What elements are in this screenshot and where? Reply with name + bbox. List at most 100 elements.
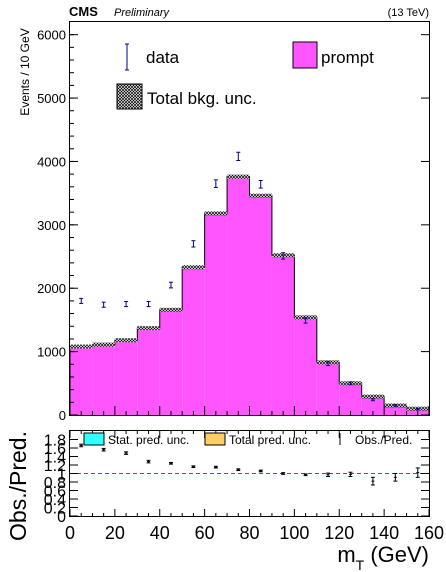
data-point [415, 408, 420, 411]
ratio-y-axis: 00.20.40.60.811.21.41.61.8 [44, 433, 429, 526]
data-point [191, 240, 196, 248]
ratio-x-tick-label: 40 [150, 523, 170, 543]
bkg-unc-band [70, 344, 93, 349]
main-y-tick-label: 0 [59, 408, 66, 423]
ratio-point [236, 468, 241, 472]
data-point [370, 398, 375, 402]
bkg-unc-band [159, 307, 183, 312]
ratio-x-tick-label: 60 [195, 523, 215, 543]
prompt-bar [249, 195, 272, 415]
data-point [79, 297, 84, 304]
prompt-bar [137, 328, 160, 415]
data-point [326, 361, 331, 367]
data-point [281, 252, 286, 260]
x-axis-title: mT (GeV) [337, 542, 429, 572]
prompt-bar [361, 396, 385, 415]
ratio-frame [69, 430, 430, 517]
ratio-point [326, 472, 331, 477]
ratio-x-tick-label: 100 [279, 523, 309, 543]
bkg-unc-band [227, 174, 250, 179]
status-label: Preliminary [114, 7, 171, 19]
prompt-bar [92, 344, 115, 415]
ratio-y-tick-label: 0.4 [44, 492, 66, 509]
main-y-axis: 0 1000 2000 3000 4000 5000 6000 [37, 28, 429, 423]
bkg-unc-band [361, 394, 385, 399]
ratio-point [191, 465, 196, 469]
legend-data-label: data [146, 48, 180, 67]
main-y-axis-title: Events / 10 GeV [18, 28, 32, 115]
legend-stat-unc-label: Stat. pred. unc. [108, 433, 189, 447]
data-point [213, 179, 218, 188]
ratio-point [79, 443, 84, 448]
data-point [168, 281, 173, 289]
data-point [348, 381, 353, 386]
ratio-point [348, 471, 353, 477]
prompt-bar [227, 176, 250, 415]
main-y-tick-label: 2000 [37, 281, 66, 296]
ratio-x-tick-label: 160 [414, 523, 444, 543]
ratio-x-axis: 0 20 40 60 80 100 120 140 160 [65, 431, 444, 543]
main-y-tick-label: 3000 [37, 218, 66, 233]
legend-prompt-label: prompt [321, 48, 374, 67]
data-point [124, 301, 129, 308]
ratio-y-tick-label: 1.2 [44, 458, 66, 475]
ratio-point [370, 476, 375, 486]
ratio-y-tick-label: 0.2 [44, 501, 66, 518]
ratio-point [124, 451, 129, 455]
ratio-x-tick-label: 120 [324, 523, 354, 543]
ratio-x-tick-label: 80 [239, 523, 259, 543]
main-y-tick-label: 5000 [37, 91, 66, 106]
main-x-axis [69, 406, 430, 415]
main-frame [69, 21, 430, 416]
prompt-bar [271, 255, 295, 415]
legend-bkg-unc-label: Total bkg. unc. [147, 89, 257, 108]
ratio-point [303, 473, 308, 477]
bkg-unc-band [249, 193, 272, 198]
bkg-unc-band [294, 315, 317, 320]
ratio-point [101, 447, 106, 452]
experiment-label: CMS [69, 4, 98, 19]
ratio-y-tick-label: 1 [57, 467, 66, 484]
energy-label: (13 TeV) [388, 7, 429, 19]
ratio-point [168, 461, 173, 465]
ratio-y-tick-label: 1.4 [44, 450, 66, 467]
prompt-bar [294, 317, 317, 415]
legend-total-unc-swatch [204, 432, 226, 446]
ratio-points [79, 443, 420, 486]
main-legend: data prompt Total bkg. unc. [116, 41, 374, 110]
ratio-x-tick-label: 0 [65, 523, 75, 543]
ratio-x-tick-label: 20 [105, 523, 125, 543]
data-point [303, 317, 308, 324]
main-panel: 0 1000 2000 3000 4000 5000 6000 Events / 10 Ge… [18, 21, 430, 423]
ratio-y-tick-label: 0.6 [44, 484, 66, 501]
main-y-tick-label: 4000 [37, 154, 66, 169]
bkg-unc-band [137, 326, 160, 331]
prompt-bar [384, 405, 407, 415]
prompt-histogram [69, 176, 430, 415]
data-point [236, 151, 241, 162]
legend-total-unc-label: Total pred. unc. [229, 433, 311, 447]
main-y-tick-label: 6000 [37, 28, 66, 43]
ratio-point [415, 467, 420, 478]
legend-prompt-swatch [292, 41, 318, 69]
ratio-y-tick-label: 0 [57, 509, 66, 526]
prompt-bar [159, 309, 183, 415]
data-point [101, 301, 106, 308]
ratio-point [281, 472, 286, 475]
bkg-unc-band [204, 211, 228, 216]
data-point [146, 301, 151, 308]
data-point [393, 404, 398, 407]
ratio-x-tick-label: 140 [369, 523, 399, 543]
prompt-bar [182, 267, 205, 415]
prompt-bar [204, 213, 228, 415]
ratio-point [213, 465, 218, 469]
ratio-point [393, 473, 398, 482]
data-points [79, 151, 420, 411]
prompt-bar [339, 383, 362, 415]
bkg-unc-band [114, 338, 138, 343]
bkg-unc-band [182, 265, 205, 270]
prompt-bar [70, 346, 93, 415]
ratio-y-axis-title: Obs./Pred. [5, 431, 31, 541]
legend-stat-unc-swatch [83, 432, 105, 446]
